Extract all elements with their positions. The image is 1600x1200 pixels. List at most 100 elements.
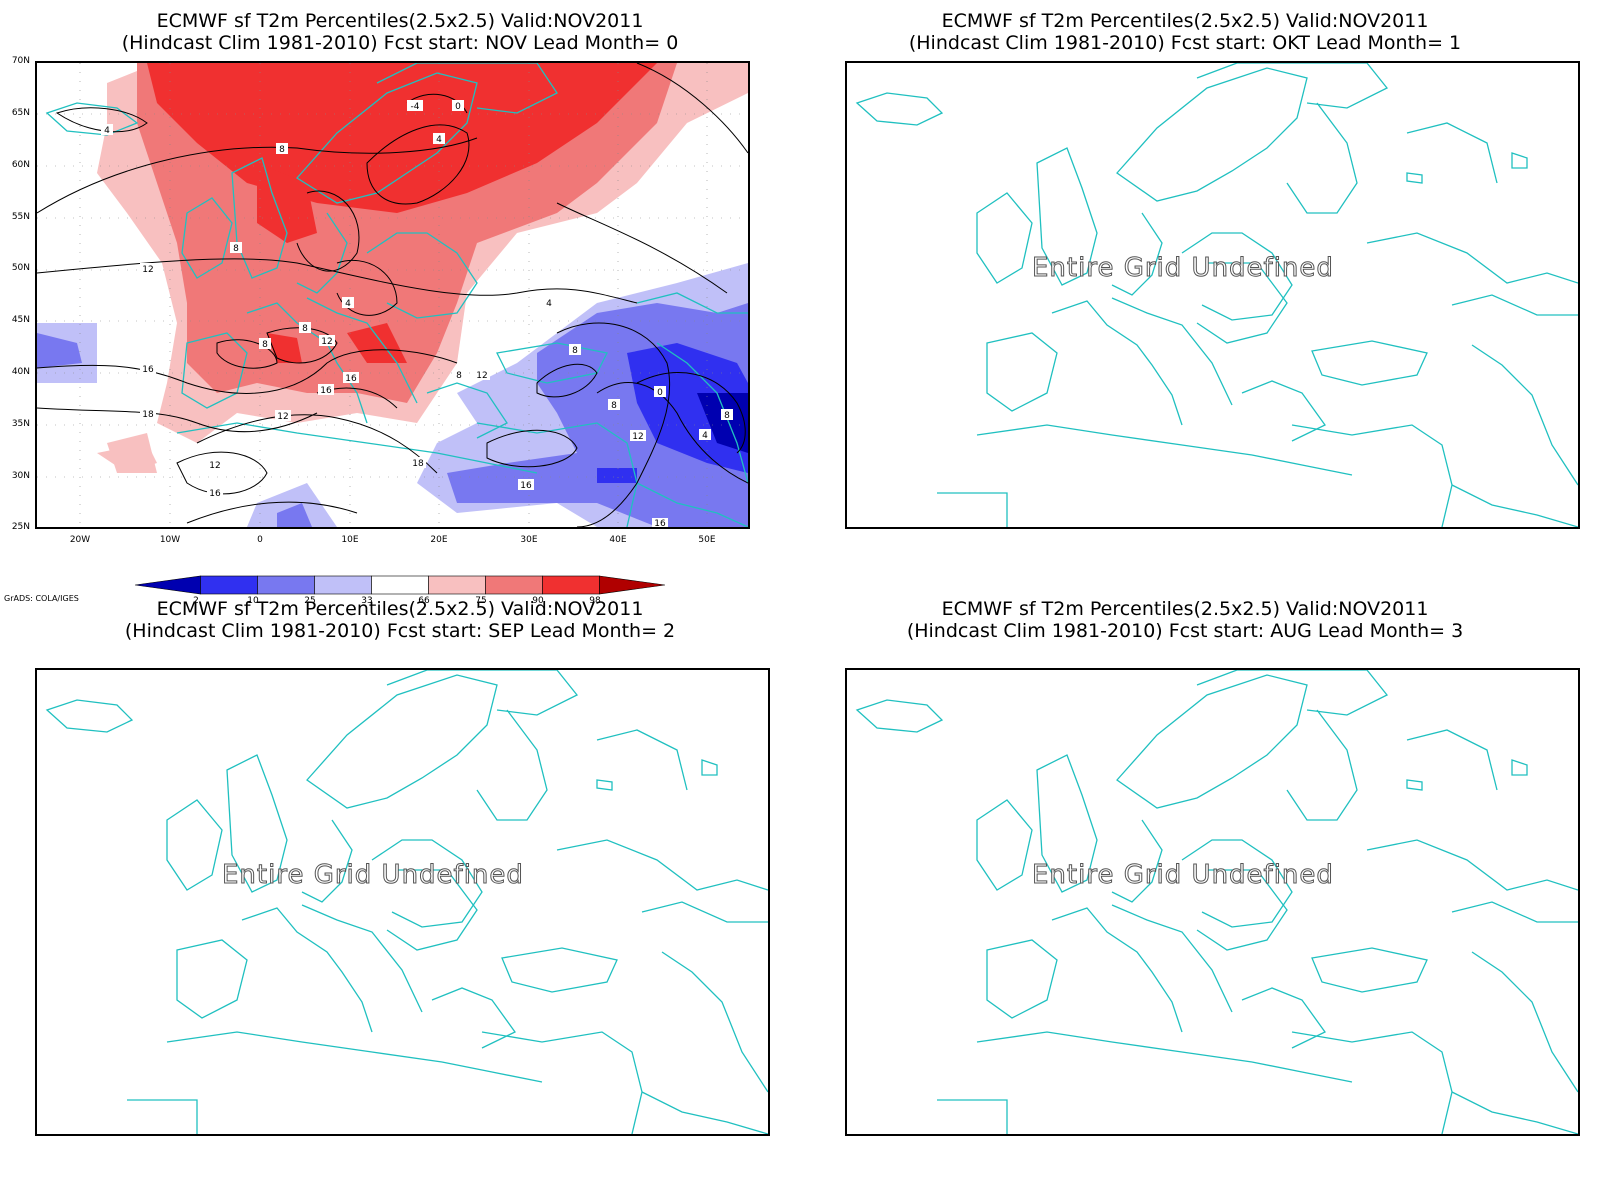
colorbar-cell bbox=[599, 575, 665, 595]
colorbar-label: 10 bbox=[247, 596, 259, 606]
panel-1-title-line1: ECMWF sf T2m Percentiles(2.5x2.5) Valid:… bbox=[156, 10, 644, 32]
panel-1-svg: -4 0 4 8 8 4 8 12 4 8 12 16 16 8 12 16 1… bbox=[37, 63, 748, 527]
panel-3-svg bbox=[46, 670, 768, 1134]
panel-4-title-line1: ECMWF sf T2m Percentiles(2.5x2.5) Valid:… bbox=[941, 598, 1429, 620]
contour-label: 8 bbox=[279, 145, 285, 155]
colorbar-label: 25 bbox=[304, 596, 316, 606]
contour-label: 8 bbox=[233, 244, 239, 254]
contour-label: 8 bbox=[262, 340, 268, 350]
colorbar-label: 66 bbox=[418, 596, 430, 606]
contour-labels: -4 0 4 8 8 4 8 12 4 8 12 16 16 8 12 16 1… bbox=[101, 100, 733, 527]
panel-2-map: Entire Grid Undefined bbox=[845, 61, 1580, 529]
contour-label: 16 bbox=[142, 365, 154, 375]
lat-label: 40N bbox=[11, 367, 30, 377]
lat-label: 35N bbox=[11, 419, 30, 429]
panel-4-map: Entire Grid Undefined bbox=[845, 668, 1580, 1136]
lon-label: 40E bbox=[609, 535, 627, 545]
contour-label: 12 bbox=[277, 412, 288, 422]
colorbar-label: 90 bbox=[532, 596, 544, 606]
undefined-message: Entire Grid Undefined bbox=[1032, 860, 1334, 891]
panel-3-title-line2: (Hindcast Clim 1981-2010) Fcst start: SE… bbox=[124, 620, 676, 642]
panel-4-svg bbox=[856, 670, 1578, 1134]
panel-3-map: Entire Grid Undefined bbox=[35, 668, 770, 1136]
contour-label: 16 bbox=[320, 386, 332, 396]
undefined-message: Entire Grid Undefined bbox=[222, 860, 524, 891]
panel-3-title-line1: ECMWF sf T2m Percentiles(2.5x2.5) Valid:… bbox=[156, 598, 644, 620]
shade-below-10-south bbox=[597, 468, 637, 483]
lon-label: 0 bbox=[257, 535, 263, 545]
coastline-layer bbox=[45, 63, 748, 527]
contour-label: 4 bbox=[345, 299, 351, 309]
contour-label: 18 bbox=[412, 459, 424, 469]
lon-label: 10W bbox=[159, 535, 181, 545]
contour-label: 12 bbox=[321, 337, 332, 347]
lat-label: 55N bbox=[11, 212, 30, 222]
lat-label: 60N bbox=[11, 160, 30, 170]
contour-label: 0 bbox=[455, 102, 461, 112]
contour-label: 0 bbox=[657, 388, 663, 398]
shade-above-90-south bbox=[347, 323, 407, 363]
contour-label: 4 bbox=[436, 135, 442, 145]
contour-label: 12 bbox=[142, 265, 153, 275]
shade-above-66-libya bbox=[107, 433, 157, 473]
contour-label: 16 bbox=[520, 481, 532, 491]
lat-label: 45N bbox=[11, 315, 30, 325]
colorbar-label: 98 bbox=[589, 596, 601, 606]
shade-below-25-west bbox=[37, 333, 82, 368]
contour-label: 8 bbox=[572, 346, 578, 356]
lon-label: 50E bbox=[698, 535, 716, 545]
colorbar-cell bbox=[428, 575, 486, 595]
shade-below-25-sw bbox=[277, 503, 312, 527]
lat-label: 25N bbox=[11, 522, 30, 532]
contour-label: 4 bbox=[546, 299, 552, 309]
panel-1-map: -4 0 4 8 8 4 8 12 4 8 12 16 16 8 12 16 1… bbox=[35, 61, 750, 529]
panel-2-svg bbox=[856, 63, 1578, 527]
colorbar-cell bbox=[542, 575, 600, 595]
lon-label: 10E bbox=[341, 535, 359, 545]
contour-label: 16 bbox=[345, 374, 357, 384]
colorbar-label: 75 bbox=[475, 596, 487, 606]
panel-1-title-line2: (Hindcast Clim 1981-2010) Fcst start: NO… bbox=[121, 32, 679, 54]
lon-label: 30E bbox=[520, 535, 538, 545]
lon-label: 20W bbox=[69, 535, 91, 545]
shade-above-90-central bbox=[257, 163, 317, 243]
panel-4-title: ECMWF sf T2m Percentiles(2.5x2.5) Valid:… bbox=[805, 598, 1565, 642]
colorbar-label: 33 bbox=[361, 596, 373, 606]
colorbar-label: 2 bbox=[193, 596, 199, 606]
lat-label: 50N bbox=[11, 263, 30, 273]
contour-label: -4 bbox=[411, 102, 420, 112]
colorbar-cell bbox=[200, 575, 258, 595]
colorbar-cell bbox=[257, 575, 315, 595]
lat-label: 30N bbox=[11, 471, 30, 481]
contour-label: 12 bbox=[476, 371, 487, 381]
contour-label: 16 bbox=[654, 519, 666, 527]
panel-4-title-line2: (Hindcast Clim 1981-2010) Fcst start: AU… bbox=[906, 620, 1464, 642]
contour-label: 8 bbox=[302, 324, 308, 334]
panel-1-title: ECMWF sf T2m Percentiles(2.5x2.5) Valid:… bbox=[20, 10, 780, 54]
colorbar-cells bbox=[135, 575, 665, 595]
colorbar-cell bbox=[485, 575, 543, 595]
contour-label: 12 bbox=[209, 461, 220, 471]
shading-layer bbox=[37, 63, 748, 527]
colorbar-cell bbox=[314, 575, 372, 595]
contour-label: 16 bbox=[209, 489, 221, 499]
lat-label: 70N bbox=[11, 56, 30, 66]
colorbar bbox=[135, 575, 665, 595]
lon-label: 20E bbox=[430, 535, 448, 545]
panel-2-title: ECMWF sf T2m Percentiles(2.5x2.5) Valid:… bbox=[805, 10, 1565, 54]
contour-layer bbox=[37, 63, 748, 527]
grads-credit: GrADS: COLA/IGES bbox=[4, 594, 79, 603]
panel-2-title-line1: ECMWF sf T2m Percentiles(2.5x2.5) Valid:… bbox=[941, 10, 1429, 32]
contour-label: 4 bbox=[702, 431, 708, 441]
undefined-message: Entire Grid Undefined bbox=[1032, 253, 1334, 284]
contour-label: 8 bbox=[724, 411, 730, 421]
contour-label: 8 bbox=[611, 401, 617, 411]
colorbar-cell bbox=[135, 575, 201, 595]
lat-label: 65N bbox=[11, 108, 30, 118]
contour-label: 4 bbox=[104, 126, 110, 136]
panel-2-title-line2: (Hindcast Clim 1981-2010) Fcst start: OK… bbox=[908, 32, 1462, 54]
contour-label: 8 bbox=[456, 371, 462, 381]
colorbar-cell bbox=[371, 575, 429, 595]
panel-3-title: ECMWF sf T2m Percentiles(2.5x2.5) Valid:… bbox=[20, 598, 780, 642]
shade-below-33-sw bbox=[247, 483, 337, 527]
